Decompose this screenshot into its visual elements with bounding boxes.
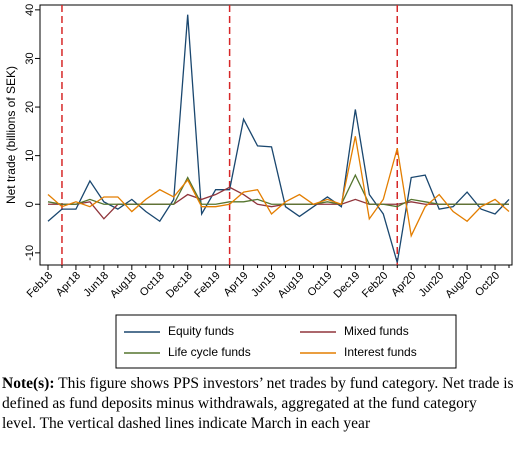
x-tick-label: Feb19 — [192, 270, 223, 301]
x-tick-label: Apr18 — [54, 270, 83, 299]
series-line — [48, 186, 510, 220]
x-tick-label: Feb18 — [25, 270, 56, 301]
y-tick-label: -10 — [24, 245, 36, 261]
x-tick-label: Dec18 — [164, 270, 195, 301]
y-tick-label: 20 — [24, 101, 36, 113]
y-axis-label: Net trade (billions of SEK) — [4, 66, 18, 204]
legend-label: Mixed funds — [344, 324, 409, 338]
x-tick-label: Apr19 — [222, 270, 251, 299]
series-line — [47, 136, 510, 238]
y-tick-label: 40 — [24, 4, 36, 16]
chart: Net trade (billions of SEK) -10 0 10 20 30 40… — [4, 4, 513, 369]
x-tick-label: Aug18 — [108, 270, 139, 301]
series-line — [47, 173, 510, 208]
x-tick-label: Oct20 — [473, 270, 502, 299]
series-line — [47, 14, 510, 263]
legend-label: Equity funds — [168, 324, 234, 338]
note: Note(s): This figure shows PPS investors… — [2, 374, 514, 434]
legend-label: Interest funds — [344, 345, 417, 359]
x-tick-label: Aug20 — [443, 270, 474, 301]
x-tick-label: Oct18 — [138, 270, 167, 299]
legend-label: Life cycle funds — [168, 345, 251, 359]
note-label: Note(s): — [2, 375, 55, 392]
x-tick-label: Jun18 — [81, 270, 111, 300]
x-tick-label: Oct19 — [305, 270, 334, 299]
plot-frame — [39, 4, 513, 266]
x-tick-label: Feb20 — [360, 270, 391, 301]
x-tick-label: Aug19 — [276, 270, 307, 301]
x-tick-label: Jun20 — [417, 270, 447, 300]
note-text: This figure shows PPS investors’ net tra… — [2, 375, 514, 432]
y-tick-label: 0 — [24, 201, 36, 207]
x-tick-label: Jun19 — [249, 270, 279, 300]
legend-box — [115, 314, 457, 369]
x-tick-label: Apr20 — [389, 270, 418, 299]
y-tick-label: 30 — [24, 52, 36, 64]
y-tick-label: 10 — [24, 150, 36, 162]
x-tick-label: Dec19 — [332, 270, 363, 301]
